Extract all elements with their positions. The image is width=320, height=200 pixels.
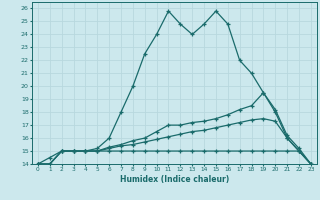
X-axis label: Humidex (Indice chaleur): Humidex (Indice chaleur) bbox=[120, 175, 229, 184]
